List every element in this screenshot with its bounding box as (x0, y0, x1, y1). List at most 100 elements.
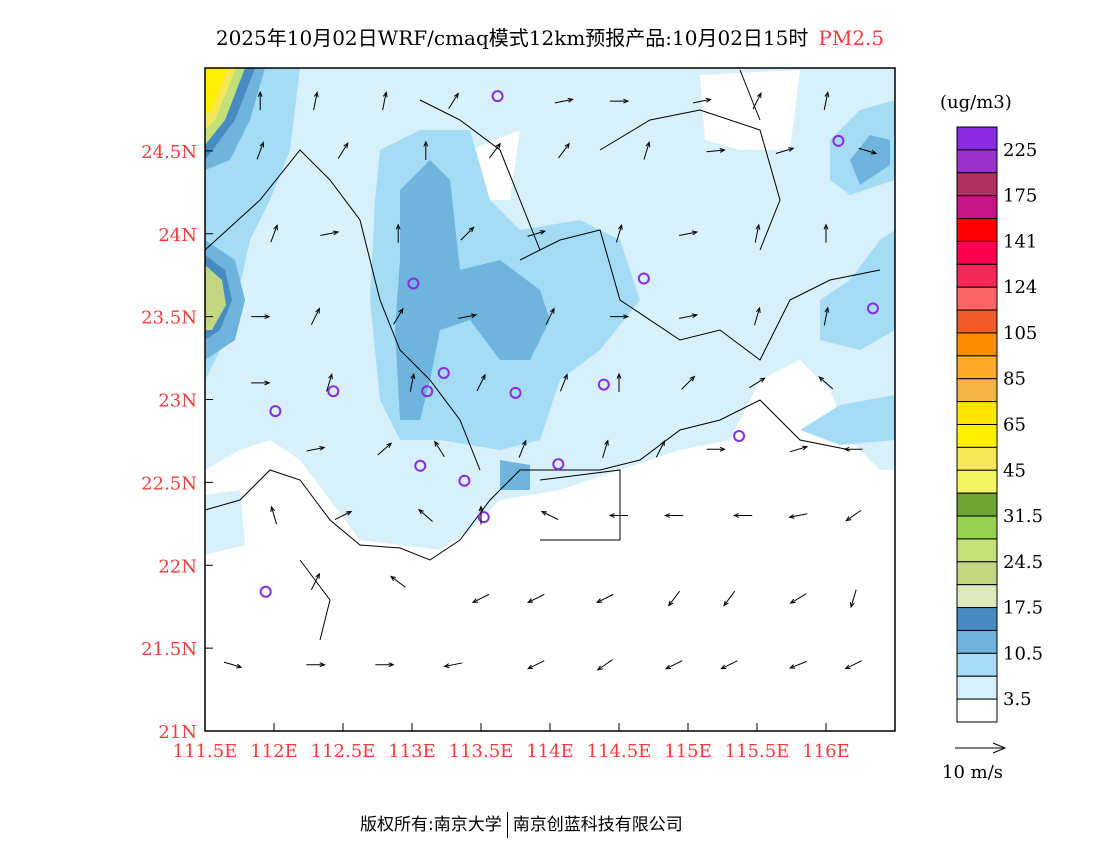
colorbar-swatch (956, 538, 998, 563)
wind-arrow (256, 141, 265, 160)
station-markers (259, 90, 879, 598)
wind-arrow-head (824, 91, 830, 98)
wind-arrow-shaft (472, 593, 490, 603)
colorbar-swatch (956, 584, 998, 609)
wind-arrow-head (386, 442, 393, 449)
wind-arrow (310, 572, 320, 591)
colorbar-swatch (956, 126, 998, 151)
wind-arrow-head (691, 313, 699, 319)
colorbar-label: 17.5 (1003, 598, 1043, 619)
wind-scale-arrow (955, 742, 1007, 754)
wind-arrow-shaft (775, 147, 794, 154)
wind-arrow-head (315, 307, 320, 314)
station-marker (637, 272, 650, 285)
wind-arrow-head (567, 97, 574, 103)
wind-arrow-head (423, 140, 429, 147)
wind-arrow-head (720, 664, 727, 670)
wind-arrow-head (755, 223, 761, 230)
wind-arrow-head (788, 514, 795, 519)
wind-vectors (223, 90, 878, 671)
wind-arrow-head (870, 149, 878, 155)
wind-arrow-head (705, 97, 712, 103)
wind-arrow (251, 380, 271, 386)
wind-arrow (554, 97, 574, 104)
wind-arrow-shaft (643, 142, 650, 160)
wind-arrow (789, 445, 809, 453)
copyright-footer: 版权所有:南京大学 南京创蓝科技有限公司 (360, 810, 683, 838)
wind-arrow-head (343, 142, 349, 149)
colorbar-swatch (956, 401, 998, 426)
wind-arrow-head (346, 510, 353, 516)
wind-arrow-head (388, 662, 395, 668)
wind-arrow (434, 440, 445, 458)
wind-arrow (559, 373, 568, 392)
wind-arrow-head (663, 513, 670, 518)
wind-arrow-shaft (789, 513, 808, 518)
wind-arrow (320, 230, 340, 237)
map-axes: 111.5E 112E 112.5E 113E 113.5E 114E 114.5E 115E… (141, 142, 850, 762)
station-marker (407, 277, 420, 290)
wind-arrow-shaft (681, 376, 695, 390)
wind-arrow-head (732, 513, 739, 518)
wind-arrow-shaft (655, 440, 665, 458)
wind-arrow-shaft (753, 307, 761, 326)
colorbar-swatch (956, 424, 998, 448)
wind-arrow (337, 142, 349, 159)
wind-arrow (313, 91, 319, 111)
station-marker (509, 386, 522, 399)
colorbar-label: 225 (1003, 140, 1037, 161)
wind-arrow-shaft (721, 660, 738, 670)
wind-arrow-shaft (409, 374, 415, 392)
wind-arrow (540, 510, 559, 520)
wind-arrow-head (273, 224, 278, 231)
wind-arrow-head (788, 664, 796, 669)
wind-arrow (679, 230, 699, 237)
station-marker (437, 366, 450, 379)
station-marker (597, 378, 610, 391)
wind-arrow-head (691, 230, 699, 236)
station-marker (552, 458, 565, 471)
station-marker (477, 511, 490, 524)
wind-arrow-shaft (596, 593, 614, 603)
wind-arrow (395, 223, 401, 243)
wind-arrow-head (660, 440, 665, 447)
wind-arrow (423, 140, 429, 160)
colorbar: 225 175 141 124 105 85 65 45 31.5 24.5 17.5 10.5 3.5 (956, 126, 1043, 723)
wind-arrow-head (563, 373, 568, 380)
wind-arrow-head (527, 664, 534, 670)
wind-arrow (448, 92, 459, 110)
wind-arrow (775, 147, 795, 154)
wind-arrow-head (623, 98, 630, 104)
colorbar-swatch (956, 172, 998, 197)
wind-arrow-head (389, 575, 396, 581)
wind-arrow-shaft (559, 374, 568, 392)
wind-arrow-shaft (518, 440, 527, 458)
colorbar-swatch (956, 309, 998, 334)
wind-arrow-shaft (306, 446, 325, 452)
wind-arrow (723, 590, 736, 607)
wind-arrow-head (719, 148, 726, 153)
wind-arrow (732, 513, 753, 518)
map-title: 2025年10月02日WRF/cmaq模式12km预报产品:10月02日15时 P… (0, 22, 1100, 51)
wind-arrow (326, 373, 333, 392)
wind-arrow (643, 141, 651, 160)
wind-arrow-shaft (320, 231, 339, 237)
wind-arrow (251, 314, 271, 320)
wind-arrow-shaft (334, 511, 352, 520)
wind-arrow-shaft (845, 509, 862, 522)
wind-arrow-shaft (270, 506, 278, 525)
wind-arrow-head (596, 598, 603, 603)
wind-arrow (306, 662, 326, 668)
wind-arrow-head (845, 516, 852, 522)
wind-arrow-shaft (377, 442, 392, 456)
wind-arrow (844, 660, 862, 670)
wind-arrow (663, 513, 684, 518)
wind-arrow (720, 660, 738, 670)
wind-arrow-shaft (692, 98, 711, 104)
station-marker (269, 405, 282, 418)
colorbar-label: 31.5 (1003, 506, 1043, 527)
wind-arrow (858, 147, 878, 155)
wind-arrow-shaft (597, 659, 613, 671)
wind-arrow (488, 142, 501, 159)
colorbar-swatch (956, 218, 998, 242)
